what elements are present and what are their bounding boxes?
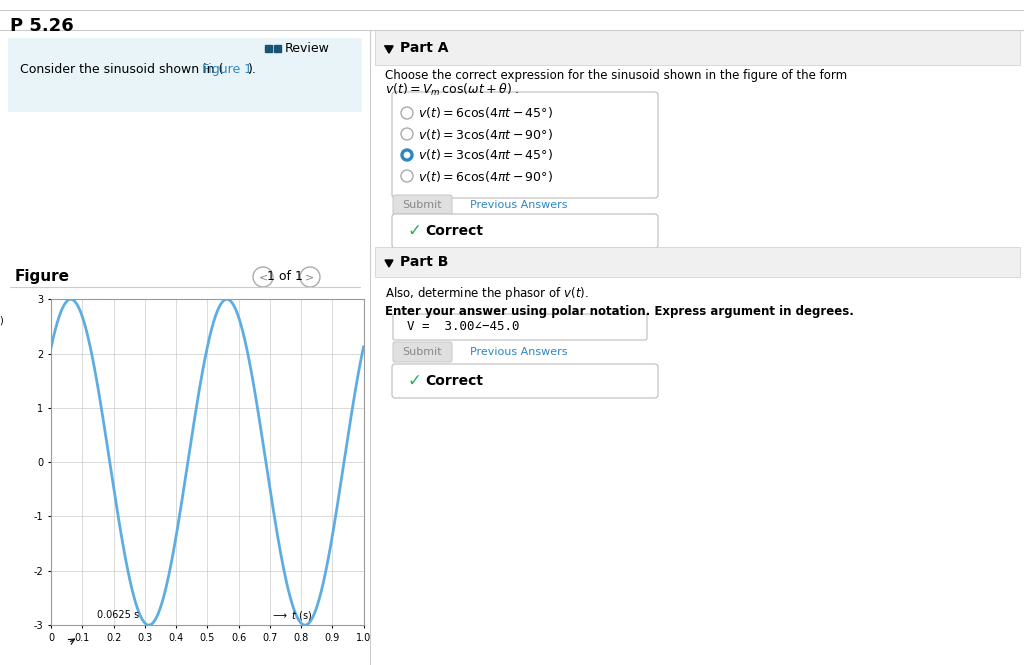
FancyBboxPatch shape [393, 195, 452, 215]
Text: $v(t) = 6\cos(4\pi t - 90°)$: $v(t) = 6\cos(4\pi t - 90°)$ [418, 168, 553, 184]
Text: $\longrightarrow$ $t$ (s): $\longrightarrow$ $t$ (s) [271, 608, 312, 622]
Text: $v(t) = 6\cos(4\pi t - 45°)$: $v(t) = 6\cos(4\pi t - 45°)$ [418, 106, 553, 120]
FancyBboxPatch shape [375, 30, 1020, 65]
Text: Figure 1: Figure 1 [202, 63, 252, 76]
Text: Previous Answers: Previous Answers [470, 200, 567, 210]
Text: Correct: Correct [425, 374, 483, 388]
Text: Submit: Submit [402, 200, 441, 210]
FancyBboxPatch shape [393, 314, 647, 340]
Text: $v(t) = 3\cos(4\pi t - 45°)$: $v(t) = 3\cos(4\pi t - 45°)$ [418, 148, 553, 162]
Text: Choose the correct expression for the sinusoid shown in the figure of the form: Choose the correct expression for the si… [385, 68, 847, 82]
Text: >: > [305, 272, 314, 282]
Text: $v(t) = 3\cos(4\pi t - 90°)$: $v(t) = 3\cos(4\pi t - 90°)$ [418, 126, 553, 142]
Text: Correct: Correct [425, 224, 483, 238]
Text: 0.0625 s: 0.0625 s [96, 610, 139, 620]
Text: Figure: Figure [15, 269, 70, 285]
FancyBboxPatch shape [392, 364, 658, 398]
Polygon shape [385, 46, 393, 53]
Text: P 5.26: P 5.26 [10, 17, 74, 35]
Text: Part B: Part B [400, 255, 449, 269]
Text: Submit: Submit [402, 347, 441, 357]
Y-axis label: $v(t)$
V: $v(t)$ V [0, 314, 4, 338]
Text: <: < [258, 272, 267, 282]
FancyBboxPatch shape [392, 214, 658, 248]
Text: Part A: Part A [400, 41, 449, 55]
Text: $v(t) = V_m\,\cos(\omega t + \theta)$ .: $v(t) = V_m\,\cos(\omega t + \theta)$ . [385, 82, 519, 98]
Circle shape [401, 149, 413, 161]
Text: ).: ). [248, 63, 257, 76]
Text: ✓: ✓ [407, 222, 421, 240]
Text: 1 of 1: 1 of 1 [267, 271, 303, 283]
FancyBboxPatch shape [375, 247, 1020, 277]
FancyBboxPatch shape [8, 38, 362, 112]
Text: Enter your answer using polar notation. Express argument in degrees.: Enter your answer using polar notation. … [385, 305, 854, 319]
Text: V =  3.00∠−45.0: V = 3.00∠−45.0 [407, 321, 519, 334]
Polygon shape [385, 260, 393, 267]
Text: Previous Answers: Previous Answers [470, 347, 567, 357]
Bar [265, 45, 272, 52]
Bar [274, 45, 281, 52]
FancyBboxPatch shape [393, 342, 452, 362]
Text: Consider the sinusoid shown in (: Consider the sinusoid shown in ( [20, 63, 223, 76]
Circle shape [404, 152, 410, 158]
Text: Also, determine the phasor of $v(t)$.: Also, determine the phasor of $v(t)$. [385, 285, 589, 301]
FancyBboxPatch shape [392, 92, 658, 198]
Text: ✓: ✓ [407, 372, 421, 390]
Text: Review: Review [285, 43, 330, 55]
